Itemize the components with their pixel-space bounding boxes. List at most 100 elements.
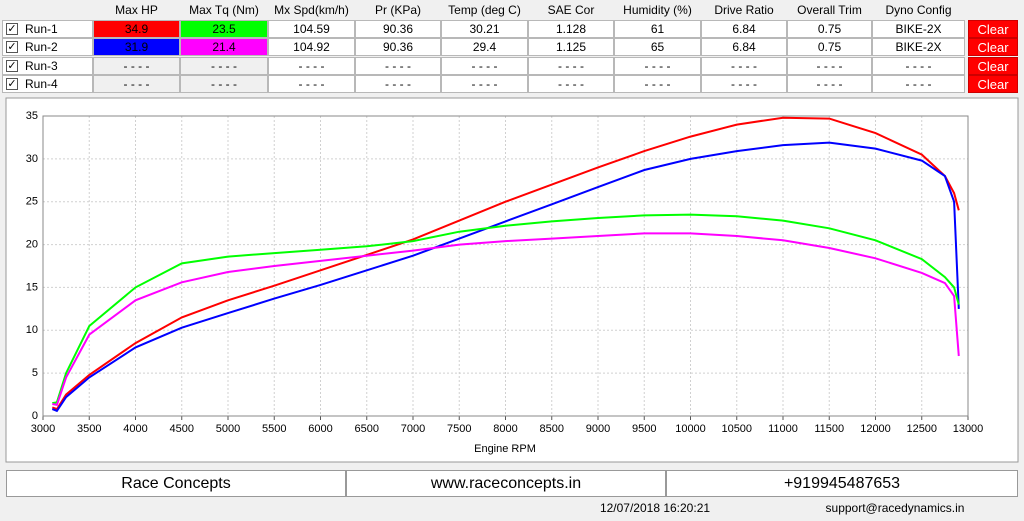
column-header: Overall Trim [797,3,862,17]
run-cell: 23.5 [180,20,268,38]
x-tick-label: 7500 [447,423,471,435]
x-tick-label: 3000 [31,423,55,435]
y-tick-label: 0 [32,410,38,422]
run-checkbox[interactable]: ✓ [6,60,18,72]
run-cell: BIKE-2X [872,38,965,56]
run-cell: 104.59 [268,20,355,38]
series-line [51,116,960,411]
run-checkbox[interactable]: ✓ [6,41,18,53]
run-cell: - - - - [614,57,701,75]
run-cell: 0.75 [787,20,872,38]
run-cell: 29.4 [441,38,528,56]
run-cell: 65 [614,38,701,56]
run-cell: - - - - [355,75,441,93]
run-label: Run-2 [2,38,93,56]
column-header: Drive Ratio [714,3,774,17]
x-tick-label: 12500 [906,423,937,435]
clear-button[interactable]: Clear [968,20,1018,38]
y-tick-label: 25 [26,196,38,208]
x-tick-label: 6000 [308,423,332,435]
x-tick-label: 5000 [216,423,240,435]
run-cell: 90.36 [355,38,441,56]
x-tick-label: 11500 [814,423,844,435]
run-cell: - - - - [787,75,872,93]
column-header: SAE Cor [547,3,595,17]
series-line [51,141,960,413]
y-tick-label: 35 [26,110,38,122]
clear-button[interactable]: Clear [968,38,1018,56]
footer-phone: +919945487653 [666,470,1018,497]
clear-button[interactable]: Clear [968,75,1018,93]
run-cell: - - - - [528,75,614,93]
series-line [52,232,960,407]
x-tick-label: 4500 [170,423,194,435]
run-cell: - - - - [268,57,355,75]
y-tick-label: 20 [26,238,38,250]
column-header: Max HP [115,3,158,17]
run-cell: - - - - [93,75,180,93]
run-cell: - - - - [614,75,701,93]
run-cell: 1.128 [528,20,614,38]
run-cell: 31.9 [93,38,180,56]
run-cell: - - - - [355,57,441,75]
run-cell: - - - - [180,57,268,75]
column-header: Humidity (%) [623,3,692,17]
run-cell: - - - - [872,75,965,93]
run-label: Run-1 [2,20,93,38]
series-line [52,213,960,405]
x-tick-label: 10500 [721,423,752,435]
x-axis-label: Engine RPM [474,443,536,455]
x-tick-label: 8000 [493,423,517,435]
run-cell: - - - - [701,57,787,75]
footer-company: Race Concepts [6,470,346,497]
footer-website: www.raceconcepts.in [346,470,666,497]
run-cell: 0.75 [787,38,872,56]
run-cell: - - - - [787,57,872,75]
run-cell: - - - - [441,75,528,93]
x-tick-label: 7000 [401,423,425,435]
run-cell: 6.84 [701,20,787,38]
run-cell: 34.9 [93,20,180,38]
run-cell: 21.4 [180,38,268,56]
x-tick-label: 6500 [355,423,379,435]
footer-email: support@racedynamics.in [825,501,965,515]
run-label: Run-3 [2,57,93,75]
column-header: Temp (deg C) [448,3,521,17]
run-cell: 1.125 [528,38,614,56]
run-cell: 61 [614,20,701,38]
run-cell: - - - - [528,57,614,75]
run-cell: - - - - [872,57,965,75]
column-header: Mx Spd(km/h) [274,3,349,17]
run-cell: - - - - [441,57,528,75]
footer-timestamp: 12/07/2018 16:20:21 [599,501,711,515]
run-cell: - - - - [268,75,355,93]
x-tick-label: 4000 [123,423,147,435]
run-cell: 6.84 [701,38,787,56]
column-header: Pr (KPa) [374,3,421,17]
x-tick-label: 13000 [953,423,984,435]
run-cell: BIKE-2X [872,20,965,38]
plot-frame [42,115,969,417]
run-cell: - - - - [180,75,268,93]
column-header: Max Tq (Nm) [189,3,259,17]
y-tick-label: 10 [26,324,38,336]
clear-button[interactable]: Clear [968,57,1018,75]
x-tick-label: 3500 [77,423,101,435]
chart-panel [5,97,1019,463]
run-cell: 104.92 [268,38,355,56]
run-cell: 90.36 [355,20,441,38]
x-tick-label: 12000 [860,423,891,435]
x-tick-label: 11000 [768,423,798,435]
run-cell: - - - - [701,75,787,93]
y-tick-label: 5 [32,367,38,379]
x-tick-label: 9500 [632,423,656,435]
run-checkbox[interactable]: ✓ [6,78,18,90]
y-tick-label: 30 [26,153,38,165]
run-label: Run-4 [2,75,93,93]
x-tick-label: 10000 [675,423,706,435]
x-tick-label: 9000 [586,423,610,435]
run-cell: 30.21 [441,20,528,38]
run-checkbox[interactable]: ✓ [6,23,18,35]
